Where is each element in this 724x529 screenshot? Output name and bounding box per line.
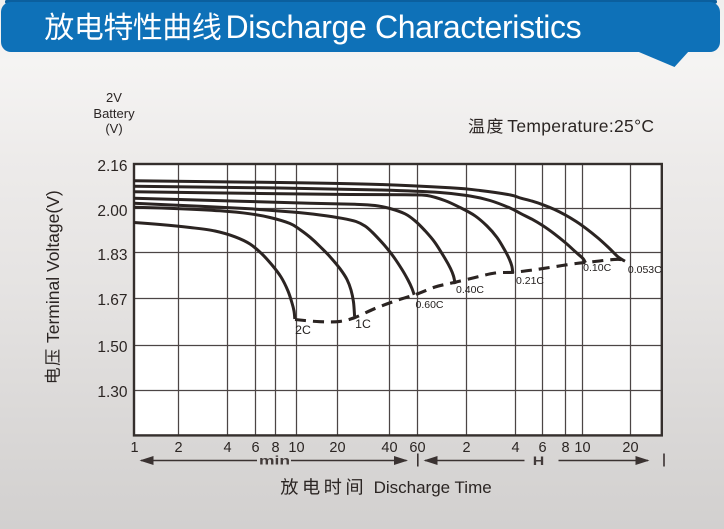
svg-text:min: min <box>259 453 290 467</box>
svg-text:Terminal Voltage(V): Terminal Voltage(V) <box>43 190 63 343</box>
svg-text:Discharge Characteristics: Discharge Characteristics <box>226 9 582 45</box>
svg-text:Temperature:25°C: Temperature:25°C <box>507 116 654 136</box>
svg-text:Discharge Time: Discharge Time <box>374 478 492 497</box>
svg-text:H: H <box>533 456 545 468</box>
